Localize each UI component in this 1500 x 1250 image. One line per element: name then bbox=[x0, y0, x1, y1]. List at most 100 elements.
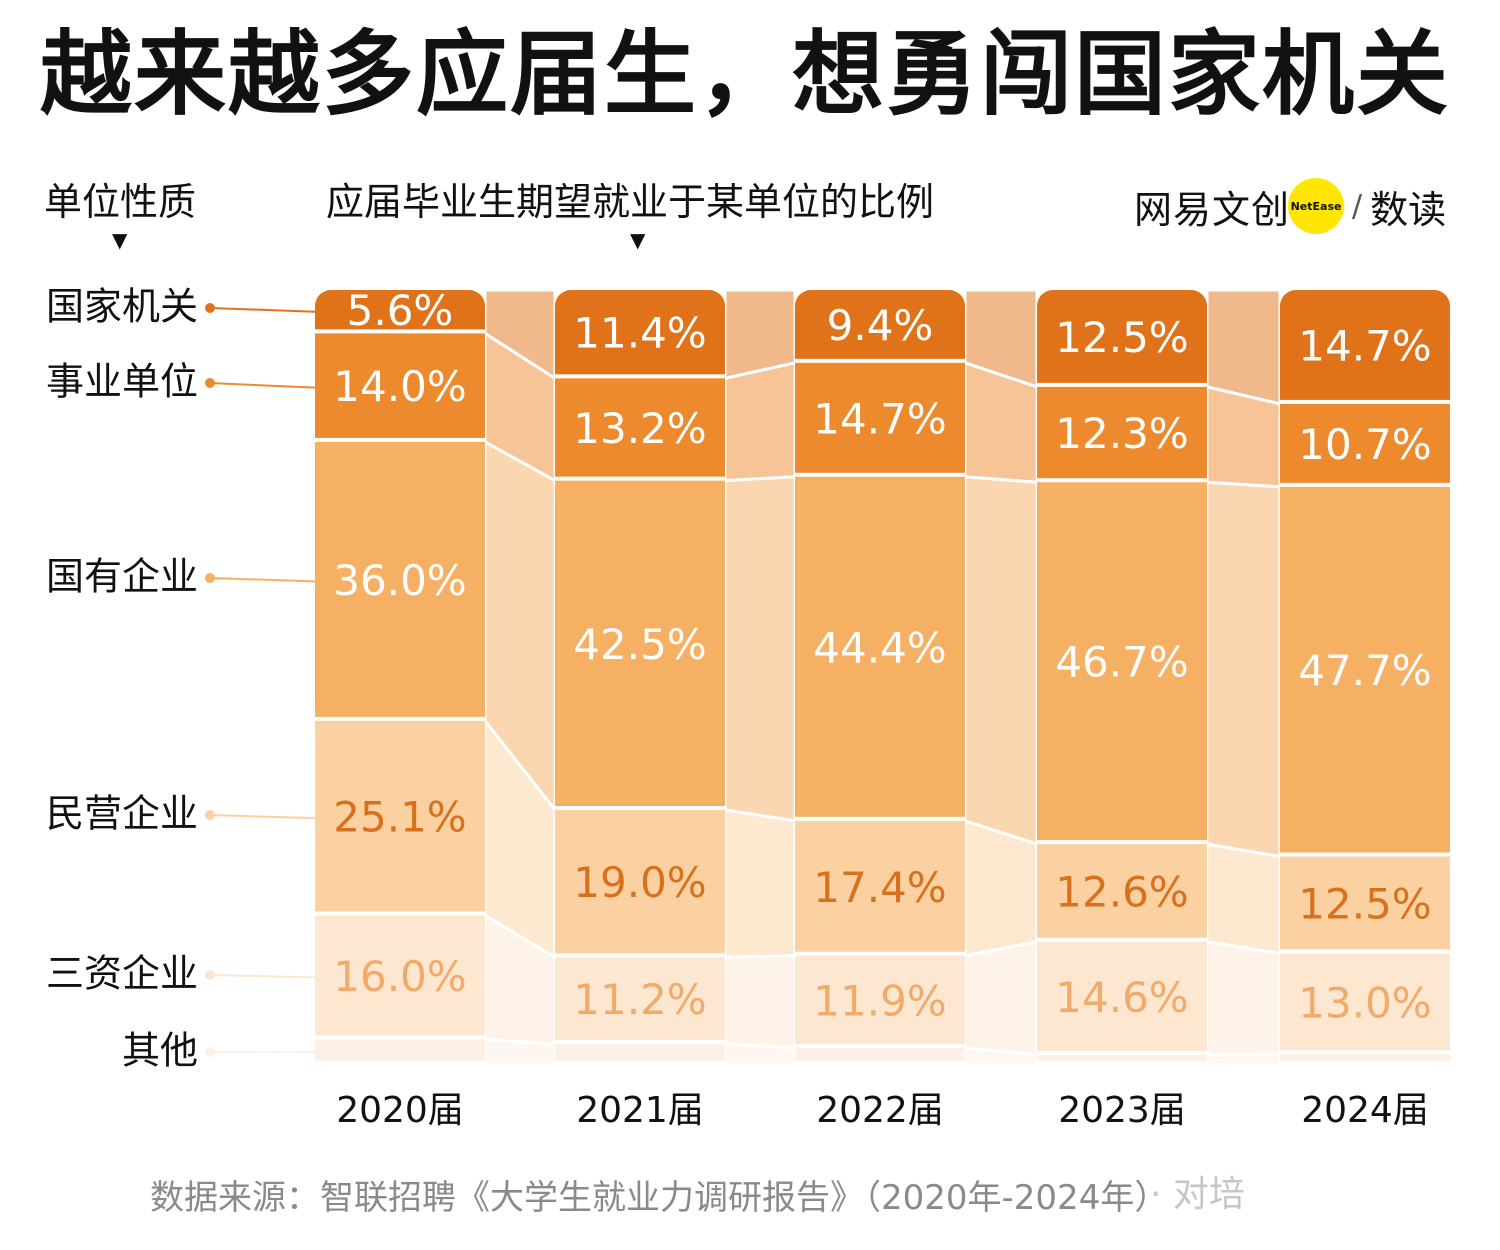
bar-segment bbox=[795, 1047, 965, 1061]
data-label: 14.7% bbox=[1298, 321, 1431, 370]
bar-segment bbox=[1037, 941, 1207, 1051]
connector-band bbox=[723, 360, 797, 483]
data-label: 11.4% bbox=[573, 309, 706, 358]
column-header: 应届毕业生期望就业于某单位的比例 bbox=[326, 180, 935, 224]
bar-group bbox=[1280, 290, 1450, 1061]
data-label: 11.2% bbox=[573, 975, 706, 1024]
bar-group bbox=[1037, 290, 1207, 1061]
brand-sub: 数读 bbox=[1370, 187, 1447, 232]
bar-segment bbox=[795, 476, 965, 817]
bar-segment bbox=[555, 290, 725, 375]
data-label: 12.5% bbox=[1298, 879, 1431, 928]
bar-segment bbox=[1280, 486, 1450, 853]
bar-segment bbox=[795, 820, 965, 952]
connector-band bbox=[723, 954, 797, 1050]
leader-line bbox=[209, 307, 316, 313]
bar-segment bbox=[1037, 482, 1207, 841]
leader-dot bbox=[205, 303, 215, 313]
leader-line bbox=[209, 382, 316, 389]
brand-slash: / bbox=[1352, 188, 1363, 224]
data-label: 14.7% bbox=[813, 394, 946, 443]
bar-segment bbox=[315, 720, 485, 912]
data-label: 10.7% bbox=[1298, 420, 1431, 469]
bar-segment bbox=[795, 955, 965, 1044]
data-label: 44.4% bbox=[813, 623, 946, 672]
bar-segment bbox=[555, 957, 725, 1041]
connector-band bbox=[723, 1042, 797, 1067]
leader-dot bbox=[205, 970, 215, 980]
data-label: 11.9% bbox=[813, 976, 946, 1025]
bar-segment bbox=[555, 480, 725, 807]
brand-dot-icon: NetEase bbox=[1288, 178, 1345, 234]
row-label: 国家机关 bbox=[46, 285, 198, 329]
brand-name: 网易文创 bbox=[1134, 187, 1291, 232]
connector-band bbox=[1205, 940, 1282, 1057]
bar-segment bbox=[315, 1039, 485, 1061]
data-label: 12.3% bbox=[1055, 409, 1188, 458]
connector-band bbox=[1205, 842, 1282, 956]
data-label: 5.6% bbox=[347, 286, 454, 335]
leader-line bbox=[209, 577, 316, 583]
bar-segment bbox=[1037, 844, 1207, 938]
row-label: 民营企业 bbox=[46, 792, 198, 836]
bar-segment bbox=[1280, 953, 1450, 1051]
category-label: 2022届 bbox=[816, 1090, 944, 1131]
column-header-arrow-icon: ▼ bbox=[630, 228, 646, 252]
connector-band bbox=[1205, 384, 1282, 489]
bar-segment bbox=[1280, 290, 1450, 400]
data-label: 14.6% bbox=[1055, 973, 1188, 1022]
bar-group bbox=[795, 290, 965, 1061]
data-label: 19.0% bbox=[573, 858, 706, 907]
row-label: 三资企业 bbox=[46, 952, 198, 996]
brand-logo: 网易文创 NetEase / 数读 bbox=[1134, 176, 1446, 236]
data-label: 25.1% bbox=[333, 793, 466, 842]
bar-segment bbox=[1037, 290, 1207, 383]
connector-band bbox=[963, 475, 1039, 847]
leader-dot bbox=[205, 1047, 215, 1057]
bar-segment bbox=[555, 378, 725, 477]
connector-band bbox=[483, 1037, 557, 1067]
connector-band bbox=[1205, 288, 1282, 406]
row-label: 国有企业 bbox=[46, 555, 198, 599]
bar-segment bbox=[315, 441, 485, 717]
bar-segment bbox=[1280, 403, 1450, 483]
bar-group bbox=[315, 290, 485, 1061]
leader-line bbox=[209, 814, 316, 820]
brand-dot-text: NetEase bbox=[1290, 199, 1342, 213]
bar-segment bbox=[315, 290, 485, 330]
data-label: 13.2% bbox=[573, 404, 706, 453]
bar-segment bbox=[555, 1044, 725, 1061]
data-label: 9.4% bbox=[827, 301, 934, 350]
row-header: 单位性质 bbox=[44, 180, 197, 224]
leader-line bbox=[209, 974, 316, 979]
data-label: 17.4% bbox=[813, 863, 946, 912]
category-label: 2023届 bbox=[1058, 1090, 1186, 1131]
connector-band bbox=[1205, 480, 1282, 859]
bar-segment bbox=[1280, 856, 1450, 950]
row-header-arrow-icon: ▼ bbox=[112, 228, 128, 252]
bar-segment bbox=[1037, 1054, 1207, 1061]
data-source: 数据来源：智联招聘《大学生就业力调研报告》（2020年-2024年） bbox=[150, 1178, 1169, 1218]
data-label: 12.5% bbox=[1055, 313, 1188, 362]
data-label: 47.7% bbox=[1298, 646, 1431, 695]
chart-title: 越来越多应届生，想勇闯国家机关 bbox=[40, 21, 1451, 128]
data-label: 36.0% bbox=[333, 556, 466, 605]
leader-dot bbox=[205, 810, 215, 820]
watermark: · 对培 bbox=[1150, 1174, 1245, 1215]
bar-segment bbox=[315, 333, 485, 438]
connector-band bbox=[723, 475, 797, 823]
bar-segment bbox=[795, 290, 965, 359]
connector-band bbox=[1205, 1052, 1282, 1067]
row-label: 其他 bbox=[122, 1029, 198, 1073]
leader-dot bbox=[205, 378, 215, 388]
data-label: 12.6% bbox=[1055, 867, 1188, 916]
data-label: 46.7% bbox=[1055, 638, 1188, 687]
connector-band bbox=[963, 939, 1039, 1057]
bar-group bbox=[555, 290, 725, 1061]
connector-band bbox=[963, 818, 1039, 958]
data-label: 16.0% bbox=[333, 952, 466, 1001]
connector-band bbox=[723, 808, 797, 959]
category-label: 2024届 bbox=[1301, 1090, 1429, 1131]
data-label: 14.0% bbox=[333, 362, 466, 411]
